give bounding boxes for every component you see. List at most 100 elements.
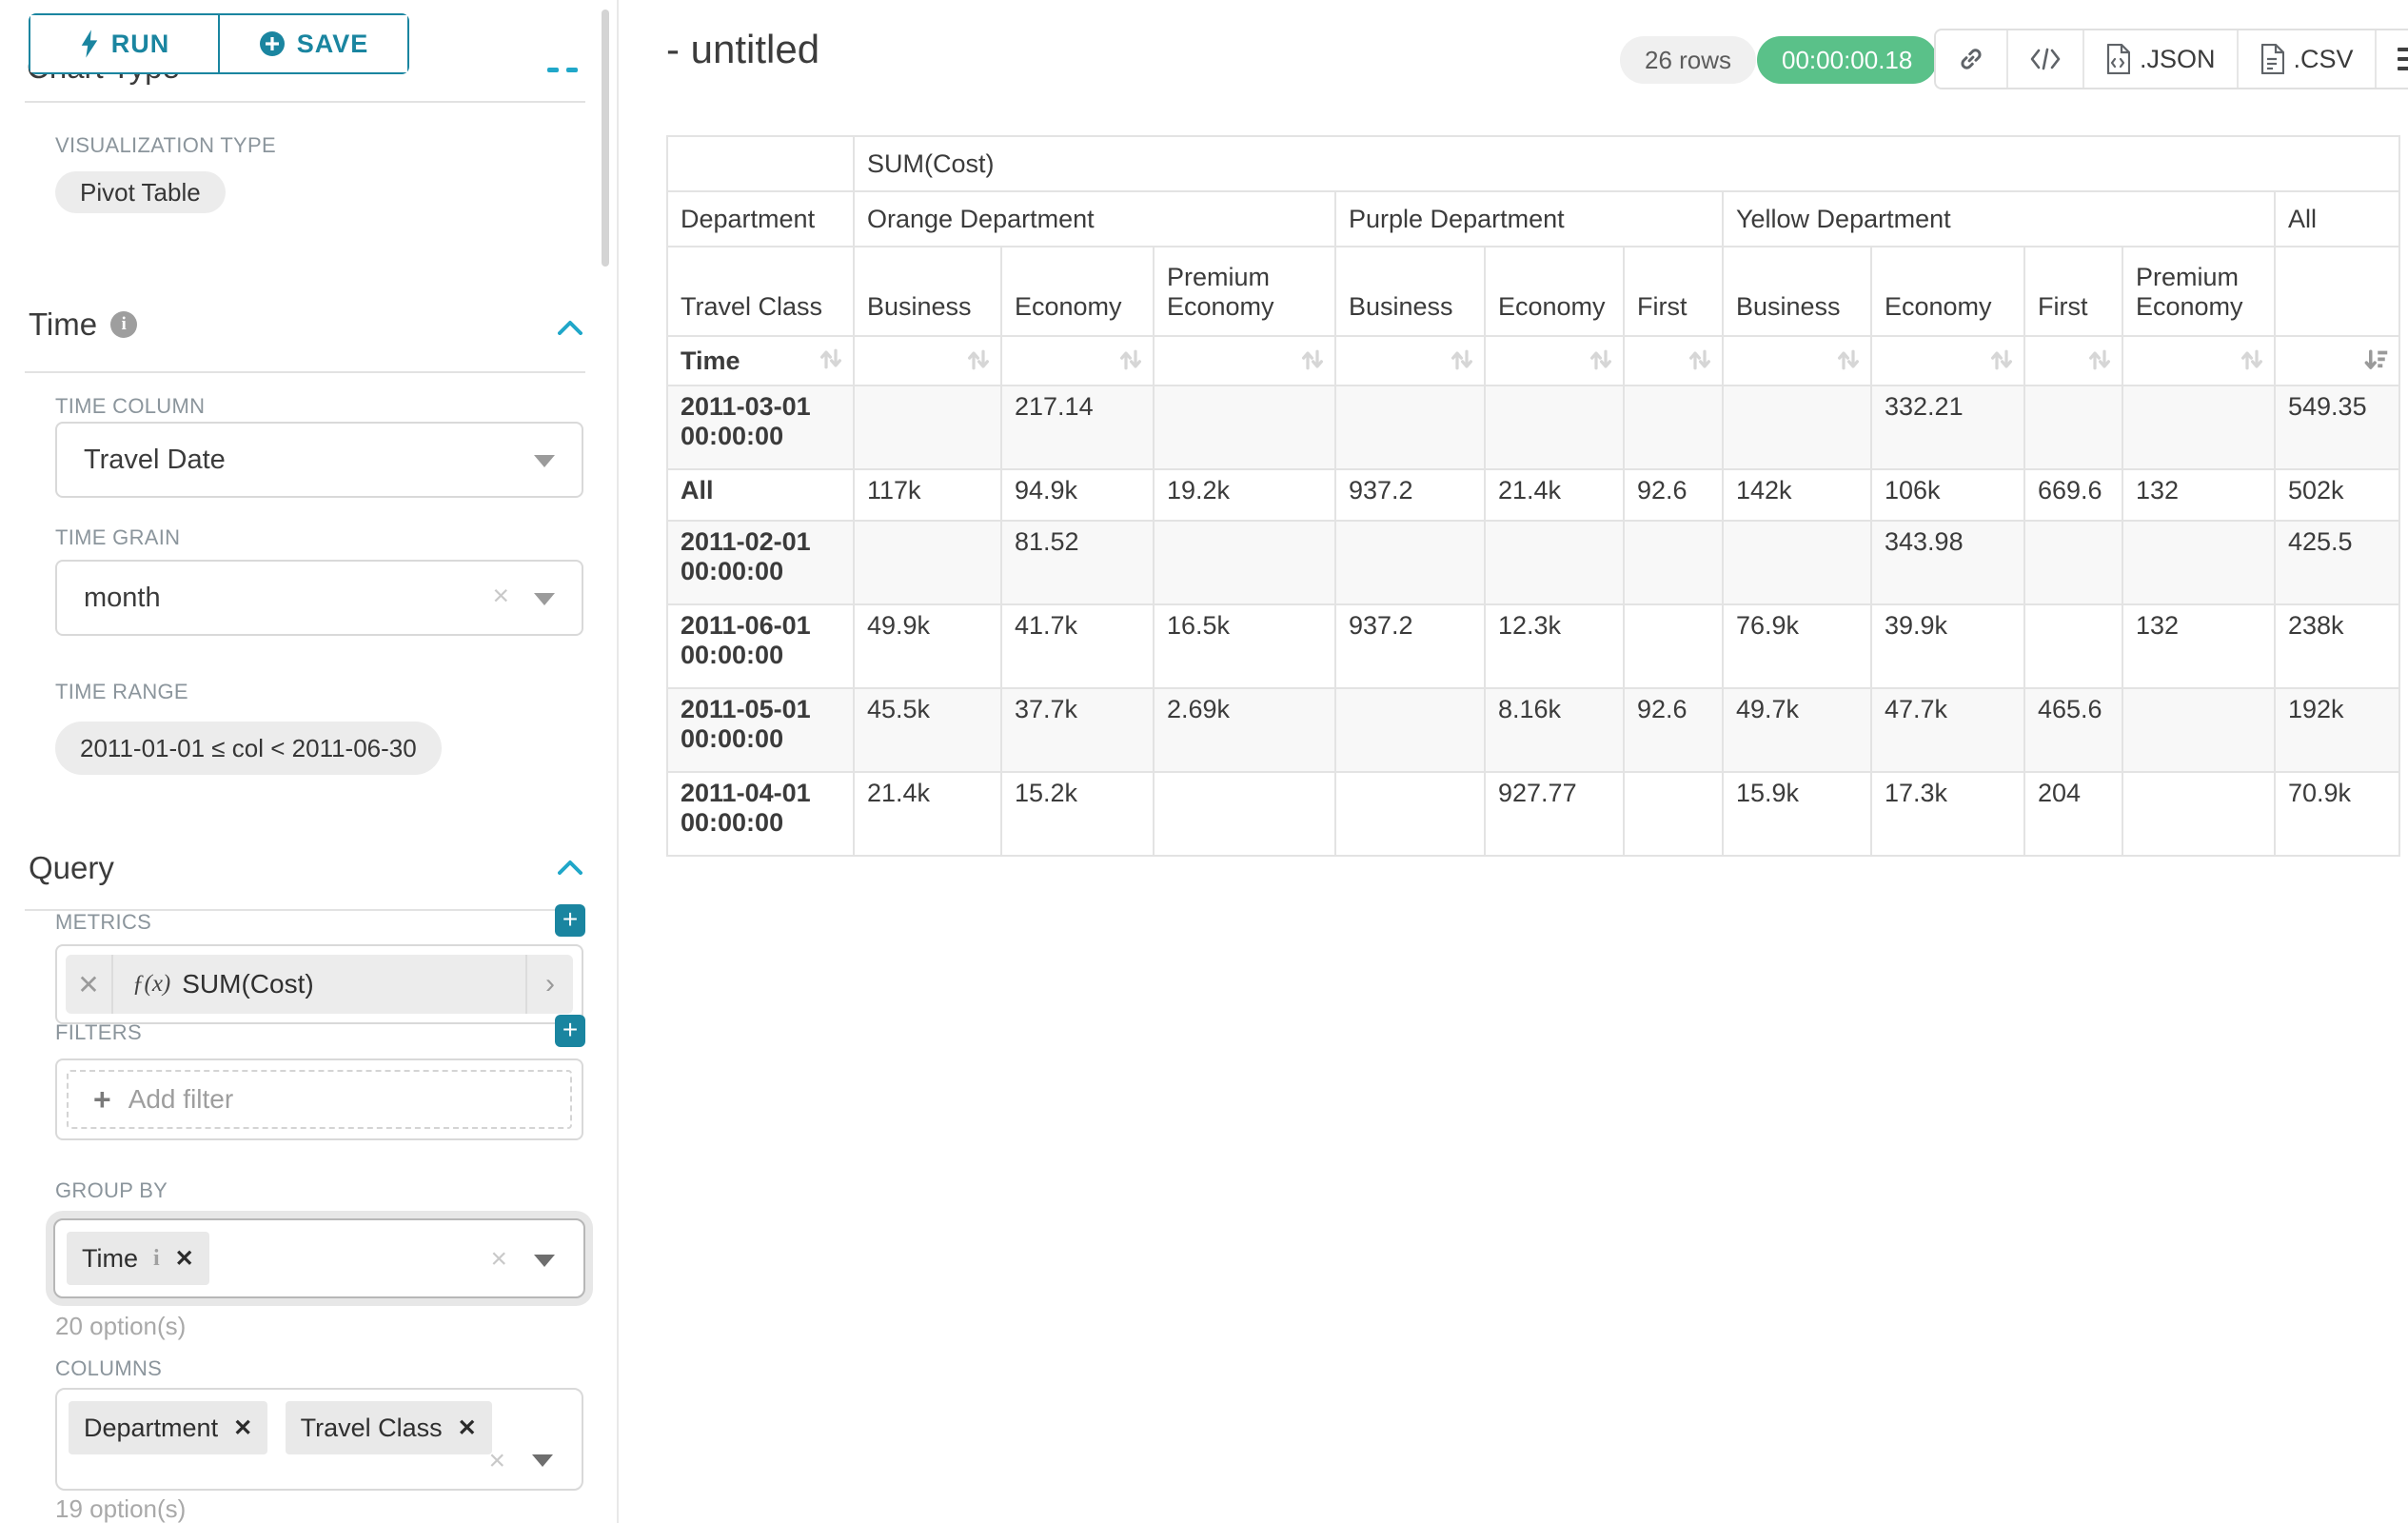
collapse-time-icon[interactable] [558, 320, 582, 335]
add-filter-plus-button[interactable]: + [555, 1015, 585, 1047]
remove-chip-icon[interactable]: ✕ [174, 1245, 194, 1272]
sort-icon [1838, 349, 1859, 370]
pivot-cell [1334, 520, 1486, 605]
info-icon[interactable]: i [110, 311, 138, 338]
metrics-control: ✕ ƒ(x) SUM(Cost) › [55, 944, 583, 1024]
more-menu-button[interactable] [2374, 30, 2408, 88]
table-row: 2011-02-01 00:00:00 81.52 343.98 425.5 [666, 520, 2400, 605]
table-row: 2011-06-01 00:00:00 49.9k 41.7k 16.5k 937.2 1… [666, 603, 2400, 689]
sort-icon [968, 349, 989, 370]
time-column-label: TIME COLUMN [55, 394, 206, 418]
clipped-icon [547, 68, 559, 72]
code-icon [2030, 48, 2061, 70]
pivot-cell: 37.7k [1000, 687, 1155, 773]
run-button[interactable]: RUN [30, 15, 218, 72]
pivot-cell [2023, 385, 2123, 470]
pivot-cell [1722, 520, 1872, 605]
chevron-down-icon[interactable] [534, 1255, 555, 1267]
clear-icon[interactable]: × [488, 1445, 505, 1476]
pivot-row-axis-time-sort[interactable]: Time [666, 335, 855, 386]
pivot-cell: 19.2k [1153, 468, 1336, 522]
remove-metric-icon[interactable]: ✕ [66, 955, 113, 1014]
sort-button[interactable] [1000, 335, 1155, 386]
clear-icon[interactable]: × [490, 1243, 507, 1275]
metric-name: SUM(Cost) [182, 969, 314, 999]
clear-icon[interactable]: × [492, 580, 509, 612]
sidebar-scrollbar[interactable] [602, 10, 609, 267]
sort-button[interactable] [853, 335, 1002, 386]
pivot-cell [1334, 687, 1486, 773]
pivot-col-header: First [2023, 246, 2123, 337]
export-json-button[interactable]: .JSON [2082, 30, 2237, 88]
sort-icon [1451, 349, 1472, 370]
pivot-col-group: All [2274, 190, 2400, 247]
sort-button[interactable] [2122, 335, 2276, 386]
sort-button[interactable] [1153, 335, 1336, 386]
pivot-cell [2122, 385, 2276, 470]
chevron-right-icon[interactable]: › [525, 955, 573, 1014]
add-metric-button[interactable]: + [555, 904, 585, 937]
remove-chip-icon[interactable]: ✕ [233, 1414, 253, 1441]
table-row: 2011-03-01 00:00:00 217.14 332.21 549.35 [666, 385, 2400, 470]
sort-icon [2241, 349, 2262, 370]
plus-circle-icon [259, 31, 285, 56]
sort-button[interactable] [1870, 335, 2025, 386]
pivot-cell: 21.4k [1484, 468, 1625, 522]
collapse-query-icon[interactable] [558, 860, 582, 875]
sort-icon [1120, 349, 1141, 370]
pivot-cell [1484, 385, 1625, 470]
embed-code-button[interactable] [2006, 30, 2082, 88]
divider [25, 909, 585, 911]
sort-button[interactable] [1334, 335, 1486, 386]
pivot-corner-cell [666, 135, 855, 192]
pivot-col-header: Business [853, 246, 1002, 337]
pivot-cell: 192k [2274, 687, 2400, 773]
time-grain-select[interactable]: month × [55, 560, 583, 636]
pivot-cell: 49.9k [853, 603, 1002, 689]
viz-type-pill[interactable]: Pivot Table [55, 171, 226, 213]
export-csv-button[interactable]: .CSV [2236, 30, 2375, 88]
pivot-row-axis-travel-class: Travel Class [666, 246, 855, 337]
copy-link-button[interactable] [1936, 30, 2006, 88]
pivot-cell [1153, 771, 1336, 857]
sort-button[interactable] [1623, 335, 1724, 386]
time-range-pill[interactable]: 2011-01-01 ≤ col < 2011-06-30 [55, 722, 442, 775]
pivot-cell [2023, 603, 2123, 689]
info-icon[interactable]: i [153, 1245, 160, 1271]
sort-button[interactable] [2023, 335, 2123, 386]
columns-chip: Travel Class ✕ [285, 1401, 492, 1454]
pivot-cell [1334, 771, 1486, 857]
sort-descending-icon [2364, 349, 2388, 369]
table-row: All 117k 94.9k 19.2k 937.2 21.4k 92.6 142k 106k 6… [666, 468, 2400, 522]
metric-pill[interactable]: ✕ ƒ(x) SUM(Cost) › [66, 955, 573, 1014]
add-filter-button[interactable]: + Add filter [67, 1070, 572, 1129]
pivot-cell: 217.14 [1000, 385, 1155, 470]
pivot-cell: 21.4k [853, 771, 1002, 857]
filters-control: + Add filter [55, 1058, 583, 1140]
chevron-down-icon [534, 593, 555, 605]
pivot-cell [853, 520, 1002, 605]
time-column-select[interactable]: Travel Date [55, 422, 583, 498]
pivot-cell: 425.5 [2274, 520, 2400, 605]
pivot-cell: 238k [2274, 603, 2400, 689]
sort-icon [2089, 349, 2110, 370]
pivot-cell: 16.5k [1153, 603, 1336, 689]
pivot-col-header: Premium Economy [2122, 246, 2276, 337]
sort-button[interactable] [1484, 335, 1625, 386]
pivot-cell: 937.2 [1334, 468, 1486, 522]
pivot-cell: 465.6 [2023, 687, 2123, 773]
chevron-down-icon[interactable] [532, 1454, 553, 1467]
time-range-label: TIME RANGE [55, 680, 188, 703]
pivot-cell [1722, 385, 1872, 470]
pivot-cell: 204 [2023, 771, 2123, 857]
sort-button[interactable] [1722, 335, 1872, 386]
save-button[interactable]: SAVE [218, 15, 407, 72]
columns-options-note: 19 option(s) [55, 1494, 187, 1523]
columns-select[interactable]: Department ✕ Travel Class ✕ × [55, 1388, 583, 1491]
remove-chip-icon[interactable]: ✕ [457, 1414, 477, 1441]
pivot-cell: 142k [1722, 468, 1872, 522]
pivot-col-group: Purple Department [1334, 190, 1724, 247]
group-by-select[interactable]: Time i ✕ × [53, 1218, 585, 1298]
sort-button[interactable] [2274, 335, 2400, 386]
chart-title[interactable]: - untitled [666, 27, 820, 71]
